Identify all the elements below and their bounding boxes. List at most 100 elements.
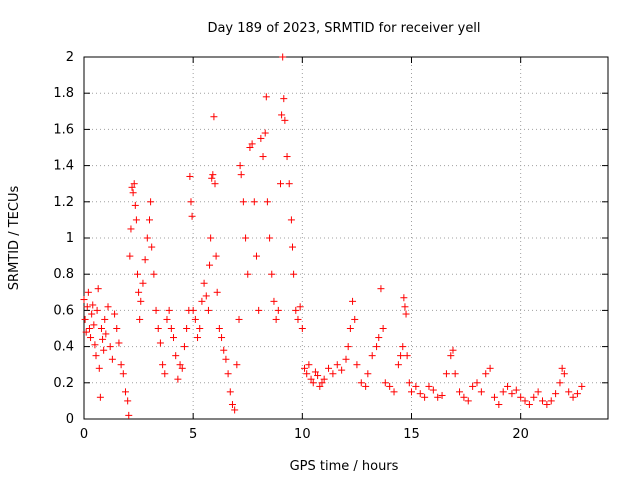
data-point xyxy=(82,328,90,336)
data-point xyxy=(83,303,91,311)
y-tick-label: 1.8 xyxy=(53,86,74,101)
data-point xyxy=(499,388,507,396)
data-point xyxy=(316,382,324,390)
data-point xyxy=(405,379,413,387)
x-tick-label: 5 xyxy=(189,427,197,442)
data-point xyxy=(189,306,197,314)
y-tick-label: 1.4 xyxy=(53,159,74,174)
data-point xyxy=(224,370,232,378)
data-point xyxy=(128,183,136,191)
data-point xyxy=(400,294,408,302)
data-point xyxy=(547,397,555,405)
data-point xyxy=(156,339,164,347)
data-point xyxy=(252,252,260,260)
data-point xyxy=(87,334,95,342)
data-point xyxy=(146,216,153,224)
data-point xyxy=(285,180,293,188)
data-point xyxy=(558,364,566,372)
data-point xyxy=(311,368,319,376)
data-point xyxy=(338,366,346,374)
data-point xyxy=(127,225,135,233)
data-point xyxy=(569,393,577,401)
data-point xyxy=(259,153,267,161)
data-point xyxy=(425,382,433,390)
data-point xyxy=(163,315,171,323)
data-point xyxy=(281,116,289,124)
x-tick-label: 20 xyxy=(512,427,529,442)
data-point xyxy=(517,393,525,401)
data-point xyxy=(399,343,407,351)
data-point xyxy=(246,144,254,151)
data-point xyxy=(211,180,219,188)
data-point xyxy=(239,198,247,206)
data-point xyxy=(111,310,119,318)
data-point xyxy=(132,216,140,224)
data-point xyxy=(131,201,139,209)
data-point xyxy=(442,370,450,378)
data-point xyxy=(218,334,226,342)
data-point xyxy=(90,321,98,329)
data-point xyxy=(80,296,88,304)
data-point xyxy=(85,325,93,332)
data-point xyxy=(294,315,302,323)
data-point xyxy=(283,153,291,161)
data-point xyxy=(130,180,138,188)
data-point xyxy=(292,306,300,314)
data-point xyxy=(210,113,218,121)
data-point xyxy=(289,243,297,251)
data-point xyxy=(381,379,389,387)
data-point xyxy=(154,325,162,332)
data-point xyxy=(100,346,108,354)
data-point xyxy=(504,382,512,390)
data-point xyxy=(525,401,533,409)
data-point xyxy=(207,234,215,242)
data-point xyxy=(362,382,370,390)
data-point xyxy=(161,370,169,378)
data-point xyxy=(81,315,89,323)
data-point xyxy=(96,393,104,401)
data-point xyxy=(482,370,490,378)
data-point xyxy=(208,174,216,182)
data-point xyxy=(270,297,278,305)
data-point xyxy=(377,285,385,293)
data-point xyxy=(244,270,252,278)
y-tick-label: 0.6 xyxy=(53,303,74,318)
data-point xyxy=(104,303,112,311)
data-point xyxy=(178,364,186,372)
data-point xyxy=(91,341,99,349)
data-point xyxy=(342,355,350,363)
data-point xyxy=(314,372,322,380)
data-point xyxy=(133,270,141,278)
data-point xyxy=(89,301,97,309)
data-point xyxy=(148,243,156,251)
data-point xyxy=(344,343,352,351)
data-point xyxy=(346,325,354,332)
data-point xyxy=(119,370,127,378)
data-point xyxy=(93,306,101,314)
data-point xyxy=(534,388,542,396)
data-point xyxy=(434,393,442,401)
data-point xyxy=(186,172,194,180)
data-point xyxy=(222,355,230,363)
x-axis-label: GPS time / hours xyxy=(290,459,399,474)
data-points xyxy=(80,53,586,419)
data-point xyxy=(125,411,133,419)
data-point xyxy=(191,315,199,323)
axis-ticks: 0 5 10 15 20 0 0.2 0.4 0.6 0.8 1 1.2 1.4 1.6 1.8 2 xyxy=(53,50,608,442)
data-point xyxy=(429,386,437,394)
data-point xyxy=(307,375,315,383)
data-point xyxy=(220,346,228,354)
x-tick-label: 15 xyxy=(403,427,420,442)
data-point xyxy=(174,375,182,383)
y-tick-label: 0.8 xyxy=(53,267,74,282)
data-point xyxy=(213,288,221,296)
data-point xyxy=(280,95,288,103)
data-point xyxy=(135,288,143,296)
data-point xyxy=(129,189,137,197)
data-point xyxy=(296,303,304,311)
data-point xyxy=(320,375,328,383)
data-point xyxy=(200,279,208,287)
data-point xyxy=(386,382,394,390)
data-point xyxy=(108,355,116,363)
data-point xyxy=(242,234,250,242)
